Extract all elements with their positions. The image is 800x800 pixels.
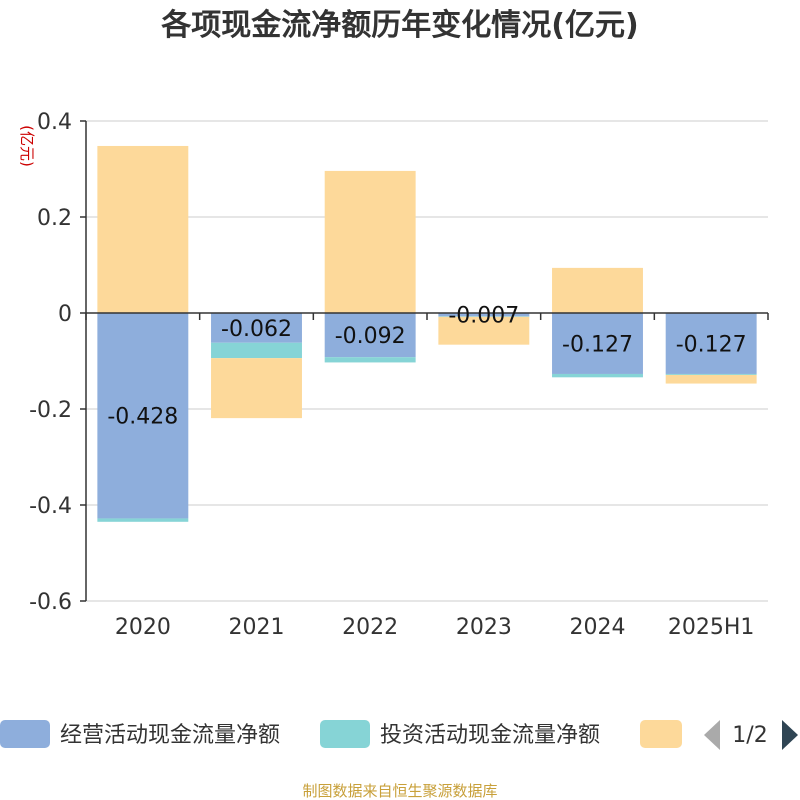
bar-3-2021 [211, 358, 302, 419]
bar-2-2025H1 [665, 373, 757, 375]
gridlines [86, 120, 768, 602]
legend-label-operating: 经营活动现金流量净额 [60, 723, 280, 748]
bar-1-2022 [324, 313, 416, 358]
y-tick-label: -0.6 [29, 590, 72, 615]
x-tick-labels: 2020 2021 2022 2023 2024 2025H1 [115, 615, 755, 640]
bar-3-2023 [438, 316, 530, 345]
chart-title: 各项现金流净额历年变化情况(亿元) [160, 8, 638, 43]
y-tick-label: -0.2 [29, 398, 72, 423]
bar-1-2020 [97, 313, 189, 519]
legend: 经营活动现金流量净额 投资活动现金流量净额 1/2 [0, 720, 798, 750]
bar-1-2021 [211, 313, 302, 343]
y-tick-label: 0.2 [37, 206, 72, 231]
bar-2-2021 [211, 342, 302, 359]
data-labels: -0.428 -0.062 -0.092 -0.007 -0.127 -0.127 [107, 304, 746, 430]
y-tick-labels: 0.4 0.2 0 -0.2 -0.4 -0.6 [29, 110, 72, 615]
data-label-2024: -0.127 [562, 332, 633, 357]
y-tick-label: 0 [58, 302, 72, 327]
bars [97, 145, 757, 522]
source-note: 制图数据来自恒生聚源数据库 [302, 782, 497, 800]
data-label-2021: -0.062 [221, 317, 292, 342]
legend-label-investing: 投资活动现金流量净额 [380, 723, 600, 748]
y-axis-unit: (亿元) [18, 125, 36, 167]
legend-prev-page-icon[interactable] [704, 720, 720, 750]
x-tick-label: 2020 [115, 615, 171, 640]
bar-2-2020 [97, 518, 189, 522]
y-tick-label: 0.4 [37, 110, 72, 135]
x-tick-label: 2022 [342, 615, 398, 640]
data-label-2025H1: -0.127 [676, 332, 747, 357]
data-label-2023: -0.007 [448, 304, 519, 329]
data-label-2020: -0.428 [107, 405, 178, 430]
bar-3-2020 [97, 145, 189, 313]
x-tick-label: 2023 [456, 615, 512, 640]
bar-1-2025H1 [665, 313, 757, 374]
bar-2-2022 [324, 357, 416, 363]
axes [80, 120, 769, 602]
x-tick-label: 2024 [570, 615, 626, 640]
bar-2-2024 [552, 373, 643, 378]
legend-page-indicator: 1/2 [732, 723, 767, 748]
bar-3-2024 [552, 267, 643, 313]
bar-1-2023 [438, 313, 530, 317]
legend-swatch-operating [0, 720, 50, 748]
x-tick-label: 2021 [229, 615, 285, 640]
x-tick-label: 2025H1 [668, 615, 755, 640]
bar-1-2024 [552, 313, 643, 374]
bar-3-2025H1 [665, 374, 757, 384]
y-tick-label: -0.4 [29, 494, 72, 519]
legend-swatch-third [640, 720, 682, 748]
data-label-2022: -0.092 [335, 324, 406, 349]
bar-3-2022 [324, 170, 416, 313]
bar-2-2023 [438, 316, 530, 317]
legend-next-page-icon[interactable] [782, 720, 798, 750]
legend-swatch-investing [320, 720, 370, 748]
